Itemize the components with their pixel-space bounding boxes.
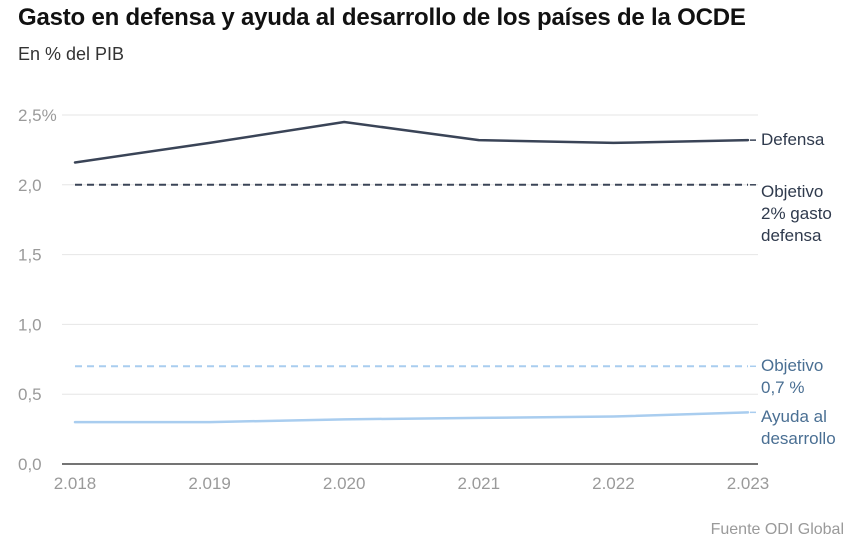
y-tick-label: 1,0 xyxy=(18,315,42,334)
x-tick-label: 2.023 xyxy=(727,474,770,493)
chart-title: Gasto en defensa y ayuda al desarrollo d… xyxy=(18,4,746,31)
series-line-defensa xyxy=(73,120,750,164)
x-tick-label: 2.021 xyxy=(458,474,501,493)
series-label-objetivo-2-gasto-defensa: Objetivo 2% gasto defensa xyxy=(761,182,832,245)
y-tick-label: 0,5 xyxy=(18,385,42,404)
y-tick-label: 2,5% xyxy=(18,106,57,125)
y-tick-label: 1,5 xyxy=(18,246,42,265)
series-label-defensa: Defensa xyxy=(761,130,825,149)
y-tick-label: 0,0 xyxy=(18,455,42,474)
x-tick-label: 2.019 xyxy=(188,474,231,493)
x-tick-label: 2.020 xyxy=(323,474,366,493)
series-line-ayuda-al-desarrollo xyxy=(73,411,750,424)
y-tick-label: 2,0 xyxy=(18,176,42,195)
series-label-objetivo-0-7: Objetivo 0,7 % xyxy=(761,356,823,397)
x-tick-label: 2.018 xyxy=(54,474,97,493)
chart-subtitle: En % del PIB xyxy=(18,44,125,64)
source-note: Fuente ODI Global xyxy=(710,521,844,538)
series-label-ayuda-al-desarrollo: Ayuda al desarrollo xyxy=(761,407,836,448)
x-tick-label: 2.022 xyxy=(592,474,635,493)
